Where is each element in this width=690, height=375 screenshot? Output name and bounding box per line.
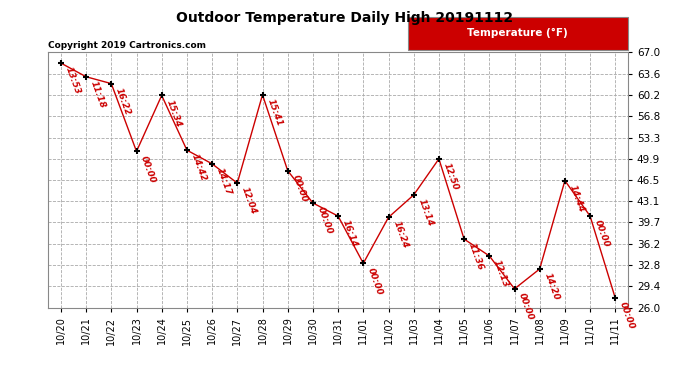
Text: 13:14: 13:14 xyxy=(417,198,435,228)
Text: 00:00: 00:00 xyxy=(316,206,334,236)
Text: 15:41: 15:41 xyxy=(265,98,284,128)
Text: 12:04: 12:04 xyxy=(240,186,258,216)
Text: 00:00: 00:00 xyxy=(290,174,308,203)
Text: 11:36: 11:36 xyxy=(467,242,485,272)
FancyBboxPatch shape xyxy=(408,17,628,50)
Text: 00:00: 00:00 xyxy=(618,301,636,331)
Text: 12:50: 12:50 xyxy=(442,162,460,192)
Text: 11:18: 11:18 xyxy=(89,80,107,110)
Text: 00:00: 00:00 xyxy=(366,266,384,296)
Text: 15:34: 15:34 xyxy=(164,98,183,128)
Text: 16:14: 16:14 xyxy=(341,219,359,249)
Text: 00:00: 00:00 xyxy=(593,219,611,249)
Text: 00:00: 00:00 xyxy=(139,154,157,184)
Text: 14:20: 14:20 xyxy=(542,272,561,302)
Text: 14:17: 14:17 xyxy=(215,166,233,196)
Text: 14:44: 14:44 xyxy=(568,183,586,213)
Text: Temperature (°F): Temperature (°F) xyxy=(467,28,568,38)
Text: 00:00: 00:00 xyxy=(518,292,535,322)
Text: 16:24: 16:24 xyxy=(391,220,410,250)
Text: Outdoor Temperature Daily High 20191112: Outdoor Temperature Daily High 20191112 xyxy=(177,11,513,25)
Text: 16:22: 16:22 xyxy=(114,86,132,116)
Text: Copyright 2019 Cartronics.com: Copyright 2019 Cartronics.com xyxy=(48,41,206,50)
Text: 12:13: 12:13 xyxy=(492,259,511,289)
Text: 14:42: 14:42 xyxy=(190,153,208,183)
Text: 13:53: 13:53 xyxy=(63,66,82,96)
